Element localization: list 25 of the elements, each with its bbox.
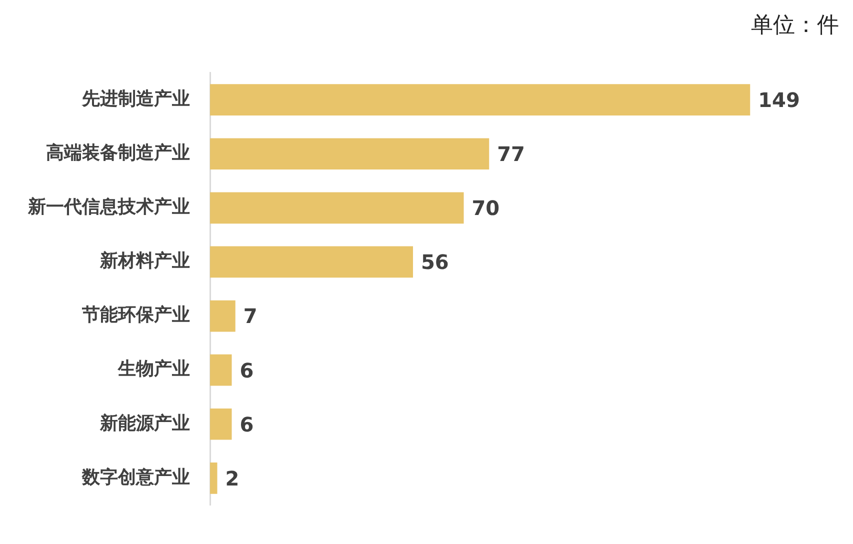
- data-label: 149: [758, 88, 800, 112]
- data-label: 6: [240, 358, 254, 382]
- bar: [210, 84, 750, 116]
- y-tick-label: 节能环保产业: [81, 304, 190, 326]
- bar: [210, 300, 236, 332]
- y-tick-label: 新一代信息技术产业: [27, 196, 190, 218]
- y-tick-label: 生物产业: [117, 358, 190, 380]
- y-tick-label: 数字创意产业: [81, 466, 190, 488]
- bar: [210, 354, 232, 386]
- data-label: 6: [240, 412, 254, 436]
- bar: [210, 246, 413, 278]
- data-label: 77: [497, 142, 525, 166]
- y-tick-label: 高端装备制造产业: [46, 142, 190, 164]
- data-label: 2: [225, 466, 240, 490]
- y-tick-label: 新能源产业: [99, 412, 190, 434]
- bar: [210, 138, 490, 170]
- y-tick-label: 先进制造产业: [81, 88, 190, 110]
- data-label: 70: [472, 196, 500, 220]
- y-tick-label: 新材料产业: [99, 250, 190, 272]
- bar: [210, 462, 218, 494]
- bar: [210, 192, 464, 224]
- text: 单位：件: [751, 12, 840, 40]
- data-label: 56: [421, 250, 449, 274]
- bar: [210, 408, 232, 440]
- data-label: 7: [243, 304, 258, 328]
